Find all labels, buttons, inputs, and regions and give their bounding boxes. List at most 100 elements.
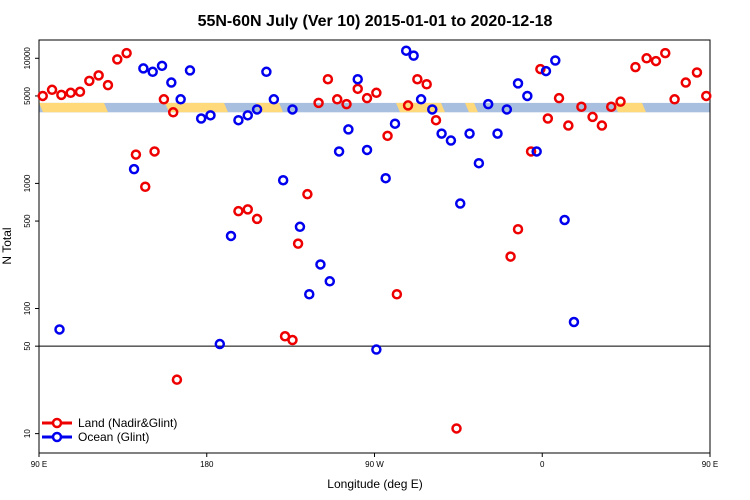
land-point [371,87,382,99]
land-point [171,374,183,385]
legend-label-land: Land (Nadir&Glint) [78,416,177,430]
data-points [37,45,712,434]
land-point [596,120,608,131]
x-tick-label: 180 [200,460,214,469]
land-point [56,89,67,101]
ocean-point [352,73,363,85]
land-point [84,75,95,87]
ocean-point [400,45,412,56]
land-point [242,204,254,215]
ocean-point [445,135,457,146]
ocean-point [261,66,272,78]
land-point [451,423,462,434]
land-point [587,111,598,123]
ocean-point [333,146,345,157]
land-point [322,73,334,85]
land-point [402,100,414,111]
ocean-point [540,65,552,77]
band-ocean [39,102,710,113]
land-point [331,94,343,105]
land-point [46,84,58,96]
ocean-point [195,113,207,124]
ocean-point [175,94,186,105]
legend: Land (Nadir&Glint) Ocean (Glint) [42,416,177,444]
ocean-point [559,214,570,226]
land-point [391,289,403,300]
land-point [149,146,160,157]
band-land-segment-1 [165,102,228,113]
ocean-point [315,259,326,270]
ocean-point [408,50,419,61]
ocean-point [389,118,401,129]
ocean-point [324,276,336,287]
legend-swatch-marker-ocean [51,431,63,443]
x-axis-label: Longitude (deg E) [327,477,422,491]
chart-title: 55N-60N July (Ver 10) 2015-01-01 to 2020… [198,13,553,30]
ocean-point [128,163,140,175]
band-land-segment-2 [256,102,283,113]
land-point [74,86,86,98]
y-tick-label: 10000 [23,47,32,70]
ocean-point [277,174,289,186]
land-point [139,181,151,193]
legend-label-ocean: Ocean (Glint) [78,430,149,444]
land-point [233,205,244,217]
ocean-point [268,94,280,105]
y-tick-label: 1000 [23,174,32,192]
x-tick-label: 90 E [702,460,718,469]
ocean-point [371,344,382,355]
y-tick-label: 100 [23,301,32,315]
land-point [505,251,516,262]
ocean-point [251,104,263,115]
land-point [412,73,423,85]
land-point [102,79,114,91]
land-point [158,94,170,105]
ocean-point [184,65,196,76]
x-axis-ticks: 90 E 180 90 W 0 90 E [31,453,718,469]
ocean-point [512,78,524,89]
ocean-point [482,98,494,110]
x-tick-label: 90 E [31,460,47,469]
ocean-point [531,146,542,157]
ocean-point [436,128,447,139]
ocean-point [380,172,391,184]
land-point [313,97,324,109]
land-point [382,130,393,142]
land-point [512,224,524,235]
land-point [630,61,641,73]
band-land-segment-0 [39,102,108,113]
x-tick-label: 90 W [365,460,384,469]
land-point [341,98,352,110]
land-point [576,101,587,112]
y-tick-label: 5000 [23,86,32,104]
land-point [421,79,432,90]
y-axis-label: N Total [0,227,14,264]
land-point [563,120,574,131]
land-point [650,55,662,67]
land-point [535,63,546,75]
land-point [292,238,304,249]
land-point [130,149,142,160]
land-point [641,53,652,64]
y-tick-label: 10 [23,429,32,438]
ocean-point [415,94,427,105]
ocean-point [205,110,216,121]
land-point [660,47,671,59]
y-axis-ticks: 10 50 100 500 1000 5000 10000 [23,47,39,438]
band-land-segment-4 [465,102,478,113]
land-point [691,67,703,78]
ocean-point [214,338,226,350]
ocean-point [501,104,513,115]
ocean-point [54,324,65,335]
y-tick-label: 50 [23,341,32,350]
ocean-point [233,114,244,126]
land-point [37,90,48,102]
ocean-point [294,221,306,233]
land-point [542,113,554,124]
land-point [605,101,617,112]
ocean-point [304,289,315,300]
ocean-point [492,128,503,139]
land-point [680,77,692,88]
land-point [121,47,132,59]
